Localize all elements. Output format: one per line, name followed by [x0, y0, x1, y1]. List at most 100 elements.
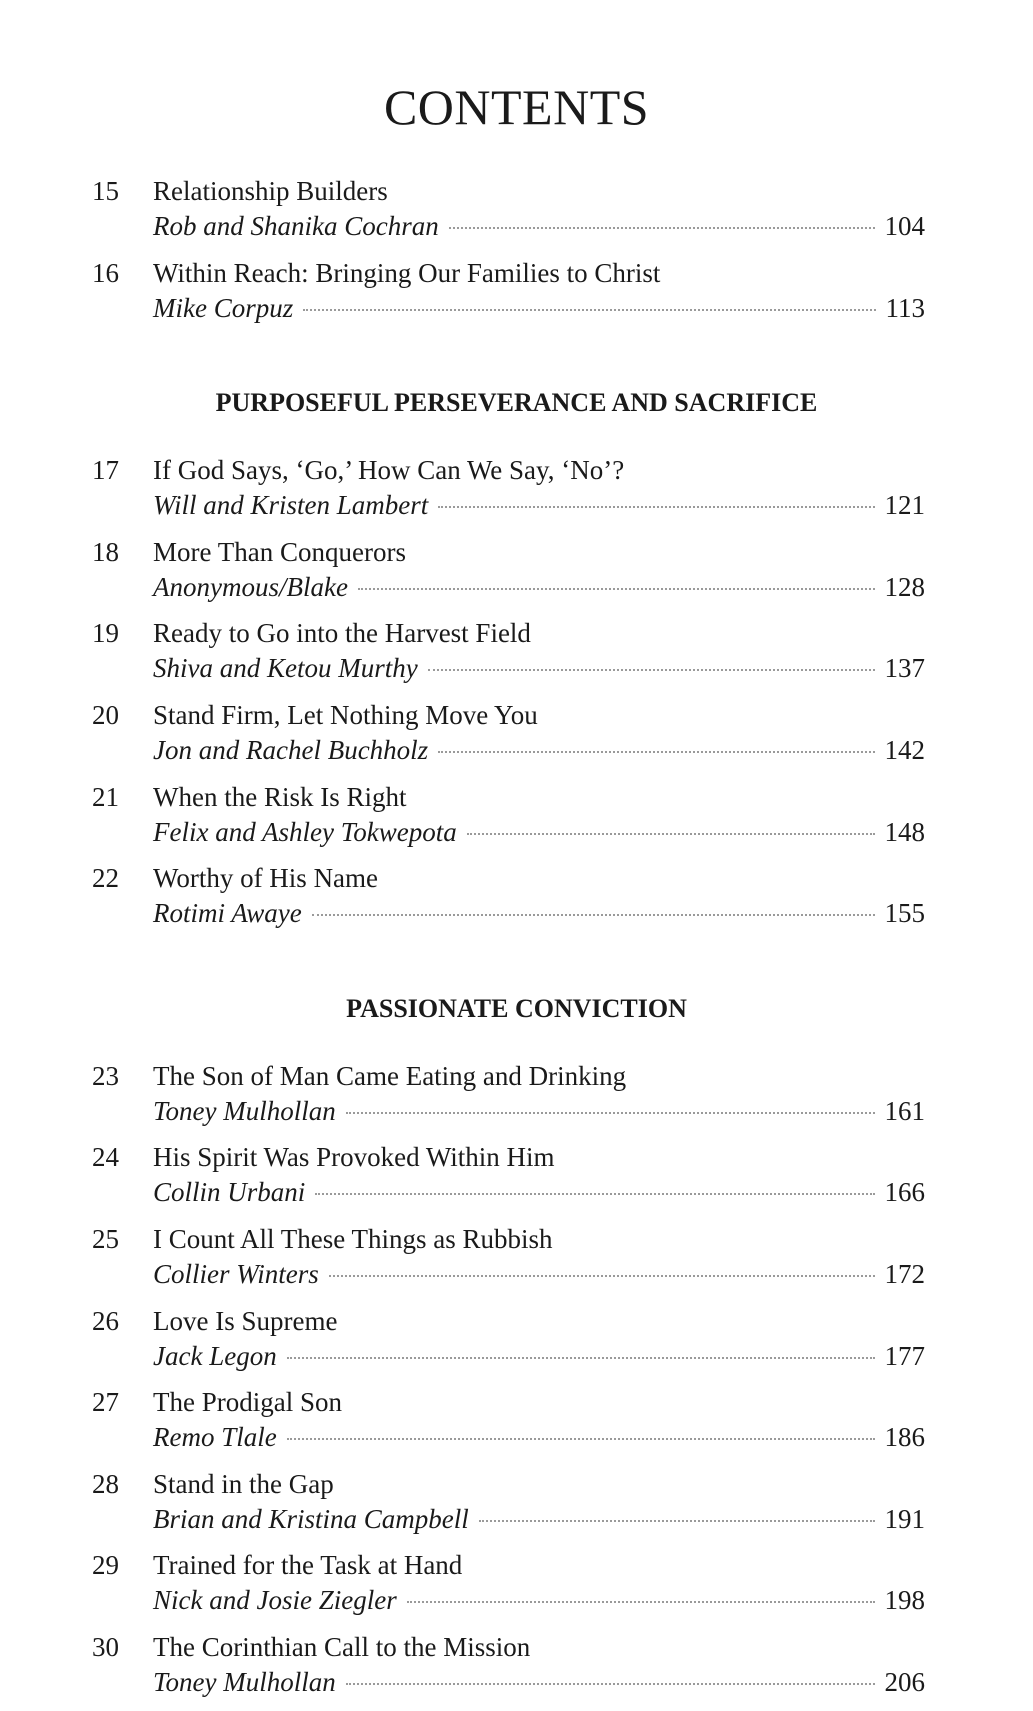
dot-leader [286, 1356, 875, 1359]
chapter-title: Stand Firm, Let Nothing Move You [153, 699, 538, 730]
chapter-author: Collier Winters [153, 1258, 319, 1289]
chapter-number: 21 [92, 781, 119, 812]
chapter-author: Nick and Josie Ziegler [153, 1585, 397, 1616]
author-line: Toney Mulhollan 161 [153, 1093, 925, 1129]
chapter-number: 15 [92, 176, 119, 206]
chapter-author: Toney Mulhollan [153, 1666, 336, 1697]
chapter-number: 24 [92, 1142, 119, 1173]
author-line: Collier Winters 172 [153, 1256, 925, 1292]
section: PASSIONATE CONVICTION [0, 942, 1033, 1058]
chapter-title: Love Is Supreme [153, 1305, 338, 1336]
page-number: 191 [884, 1503, 926, 1534]
toc-entry[interactable]: 17 If God Says, ‘Go,’ How Can We Say, ‘N… [0, 452, 1033, 534]
chapter-title: Trained for the Task at Hand [153, 1550, 463, 1581]
chapter-title: His Spirit Was Provoked Within Him [153, 1142, 555, 1173]
page-number: 104 [884, 211, 926, 241]
author-line: Collin Urbani 166 [153, 1174, 925, 1210]
chapter-title: Ready to Go into the Harvest Field [153, 618, 531, 649]
section-heading: PURPOSEFUL PERSEVERANCE AND SACRIFICE [215, 388, 818, 418]
page-number: 172 [884, 1258, 926, 1289]
dot-leader [345, 1682, 875, 1685]
toc-entry[interactable]: 22 Worthy of His Name Rotimi Awaye 155 [0, 860, 1033, 942]
chapter-author: Mike Corpuz [153, 292, 294, 323]
dot-leader [315, 1193, 875, 1196]
page-number: 198 [884, 1585, 926, 1616]
chapter-title: More Than Conquerors [153, 536, 406, 567]
toc-entry[interactable]: 20 Stand Firm, Let Nothing Move You Jon … [0, 697, 1033, 779]
chapter-author: Rob and Shanika Cochran [153, 211, 439, 241]
toc-entry[interactable]: 18 More Than Conquerors Anonymous/Blake … [0, 534, 1033, 616]
section-heading: PASSIONATE CONVICTION [346, 993, 687, 1023]
author-line: Nick and Josie Ziegler 198 [153, 1582, 925, 1618]
chapter-author: Will and Kristen Lambert [153, 490, 429, 521]
chapter-author: Jon and Rachel Buchholz [153, 734, 429, 765]
author-line: Jack Legon 177 [153, 1338, 925, 1374]
chapter-title: I Count All These Things as Rubbish [153, 1223, 553, 1254]
chapter-number: 23 [92, 1060, 119, 1091]
dot-leader [478, 1519, 875, 1522]
dot-leader [448, 227, 875, 229]
dot-leader [345, 1111, 875, 1114]
chapter-author: Anonymous/Blake [153, 571, 348, 602]
chapter-title: If God Says, ‘Go,’ How Can We Say, ‘No’? [153, 455, 625, 486]
chapter-title: The Prodigal Son [153, 1387, 342, 1418]
chapter-number: 29 [92, 1550, 119, 1581]
toc-entry[interactable]: 16 Within Reach: Bringing Our Families t… [0, 255, 1033, 337]
author-line: Anonymous/Blake 128 [153, 569, 925, 605]
dot-leader [311, 914, 875, 917]
author-line: Brian and Kristina Campbell 191 [153, 1501, 925, 1537]
author-line: Toney Mulhollan 206 [153, 1664, 925, 1700]
page-number: 206 [884, 1666, 926, 1697]
page-number: 137 [884, 653, 926, 684]
toc-entry[interactable]: 15 Relationship Builders Rob and Shanika… [0, 173, 1033, 255]
table-of-contents: 15 Relationship Builders Rob and Shanika… [0, 173, 1033, 1711]
chapter-title: Relationship Builders [153, 176, 388, 206]
author-line: Will and Kristen Lambert 121 [153, 487, 925, 523]
toc-entry[interactable]: 27 The Prodigal Son Remo Tlale 186 [0, 1384, 1033, 1466]
page-number: 186 [884, 1422, 926, 1453]
chapter-author: Toney Mulhollan [153, 1095, 336, 1126]
chapter-title: Within Reach: Bringing Our Families to C… [153, 257, 661, 288]
dot-leader [406, 1601, 875, 1604]
toc-entry[interactable]: 25 I Count All These Things as Rubbish C… [0, 1221, 1033, 1303]
author-line: Jon and Rachel Buchholz 142 [153, 732, 925, 768]
page-number: 121 [884, 490, 926, 521]
chapter-author: Rotimi Awaye [153, 898, 302, 929]
page-number: 148 [884, 816, 926, 847]
dot-leader [303, 308, 876, 311]
toc-entry[interactable]: 19 Ready to Go into the Harvest Field Sh… [0, 615, 1033, 697]
chapter-author: Jack Legon [153, 1340, 277, 1371]
dot-leader [427, 669, 875, 672]
chapter-author: Collin Urbani [153, 1177, 306, 1208]
toc-entry[interactable]: 24 His Spirit Was Provoked Within Him Co… [0, 1139, 1033, 1221]
dot-leader [438, 506, 875, 509]
author-line: Felix and Ashley Tokwepota 148 [153, 814, 925, 850]
page-number: 155 [884, 898, 926, 929]
page-number: 166 [884, 1177, 926, 1208]
toc-entry[interactable]: 21 When the Risk Is Right Felix and Ashl… [0, 779, 1033, 861]
dot-leader [286, 1438, 875, 1441]
page-number: 128 [884, 571, 926, 602]
toc-entry[interactable]: 23 The Son of Man Came Eating and Drinki… [0, 1058, 1033, 1140]
author-line: Mike Corpuz 113 [153, 290, 925, 326]
chapter-author: Felix and Ashley Tokwepota [153, 816, 457, 847]
toc-entry[interactable]: 29 Trained for the Task at Hand Nick and… [0, 1547, 1033, 1629]
chapter-title: The Son of Man Came Eating and Drinking [153, 1060, 627, 1091]
dot-leader [466, 832, 875, 835]
chapter-title: Worthy of His Name [153, 863, 379, 894]
dot-leader [438, 750, 875, 753]
author-line: Remo Tlale 186 [153, 1419, 925, 1455]
author-line: Rotimi Awaye 155 [153, 895, 925, 931]
toc-entry[interactable]: 28 Stand in the Gap Brian and Kristina C… [0, 1466, 1033, 1548]
chapter-title: Stand in the Gap [153, 1468, 334, 1499]
chapter-number: 25 [92, 1223, 119, 1254]
chapter-number: 30 [92, 1631, 119, 1662]
page-number: 161 [884, 1095, 926, 1126]
toc-entry[interactable]: 30 The Corinthian Call to the Mission To… [0, 1629, 1033, 1711]
chapter-title: The Corinthian Call to the Mission [153, 1631, 531, 1662]
chapter-number: 20 [92, 699, 119, 730]
dot-leader [328, 1274, 875, 1277]
toc-entry[interactable]: 26 Love Is Supreme Jack Legon 177 [0, 1303, 1033, 1385]
chapter-number: 22 [92, 863, 119, 894]
author-line: Rob and Shanika Cochran 104 [153, 208, 925, 244]
